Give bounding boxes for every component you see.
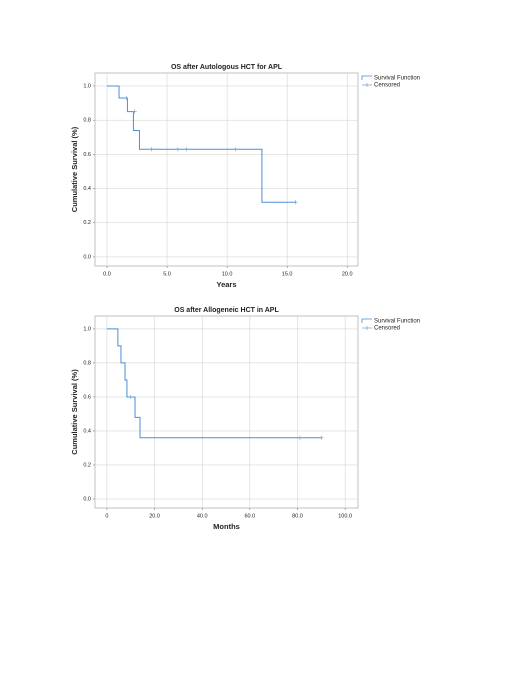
censor-mark — [149, 147, 154, 152]
legend-label: Censored — [374, 83, 400, 89]
x-axis-label: Years — [216, 280, 236, 289]
legend-swatch — [361, 75, 372, 80]
x-tick-label: 60.0 — [244, 513, 255, 519]
y-tick-label: 0.6 — [83, 152, 91, 158]
censor-mark — [128, 394, 133, 399]
legend-swatch — [362, 83, 372, 87]
legend-swatch — [361, 318, 372, 323]
plot-area — [94, 72, 359, 267]
chart-title: OS after Autologous HCT for APL — [171, 64, 283, 71]
censor-mark — [319, 435, 324, 440]
y-tick-label: 0.6 — [83, 394, 91, 400]
censor-mark — [184, 147, 189, 152]
y-axis-label: Cumulative Survival (%) — [70, 126, 79, 212]
y-tick-label: 0.2 — [83, 220, 91, 226]
x-tick-label: 10.0 — [222, 271, 233, 277]
plot-area — [94, 315, 359, 509]
x-tick-label: 0.0 — [103, 271, 111, 277]
x-tick-label: 100.0 — [338, 513, 352, 519]
y-tick-label: 1.0 — [83, 326, 91, 332]
censor-mark — [297, 435, 302, 440]
x-tick-label: 5.0 — [163, 271, 171, 277]
y-tick-label: 0.4 — [83, 428, 91, 434]
y-tick-label: 0.2 — [83, 462, 91, 468]
x-tick-label: 20.0 — [149, 513, 160, 519]
legend-label: Survival Function — [374, 76, 420, 82]
chart-title: OS after Allogeneic HCT in APL — [174, 307, 279, 314]
survival-line — [107, 85, 296, 203]
legend-swatch — [362, 326, 372, 330]
x-tick-label: 0 — [105, 513, 108, 519]
censor-mark — [233, 147, 238, 152]
x-tick-label: 15.0 — [282, 271, 293, 277]
survival-line — [106, 328, 322, 439]
y-tick-label: 0.8 — [83, 360, 91, 366]
y-axis-label: Cumulative Survival (%) — [70, 369, 79, 455]
censor-mark — [293, 200, 298, 205]
legend-label: Censored — [374, 326, 400, 332]
y-tick-label: 0.0 — [83, 496, 91, 502]
y-tick-label: 1.0 — [83, 83, 91, 89]
censor-mark — [132, 109, 137, 114]
x-tick-label: 40.0 — [197, 513, 208, 519]
censor-mark — [175, 147, 180, 152]
y-tick-label: 0.0 — [83, 254, 91, 260]
x-tick-label: 20.0 — [342, 271, 353, 277]
legend-label: Survival Function — [374, 319, 420, 325]
censor-mark — [124, 95, 129, 100]
y-tick-label: 0.8 — [83, 118, 91, 124]
x-axis-label: Months — [213, 522, 240, 531]
y-tick-label: 0.4 — [83, 186, 91, 192]
x-tick-label: 80.0 — [292, 513, 303, 519]
